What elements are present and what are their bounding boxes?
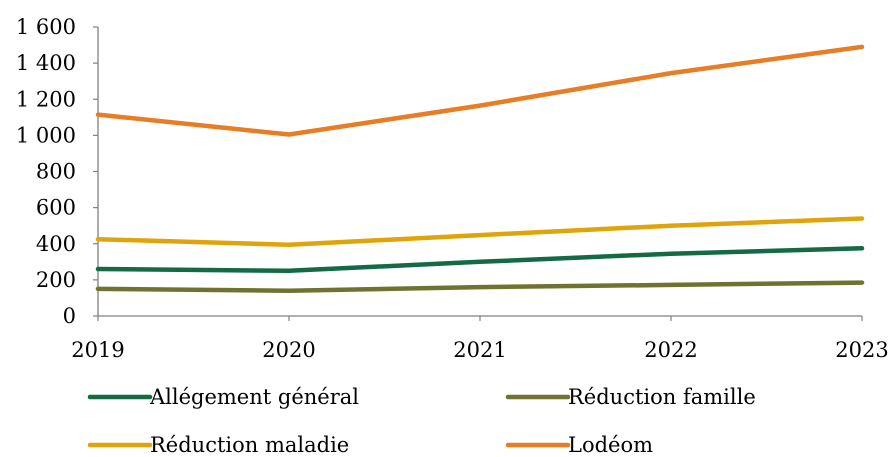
x-tick-label: 2023 [835, 338, 888, 362]
y-tick-label: 1 000 [16, 123, 76, 147]
series-line-4 [95, 44, 865, 137]
legend-label: Lodéom [568, 433, 653, 457]
x-tick-label: 2021 [453, 338, 506, 362]
legend-label: Allégement général [149, 385, 359, 409]
series-line-2 [95, 280, 865, 293]
legend-label: Réduction maladie [150, 433, 349, 457]
y-tick-label: 400 [36, 232, 76, 256]
axes [97, 27, 862, 317]
series-lines [95, 44, 865, 293]
legend: Allégement général Réduction famille Réduc… [87, 385, 756, 457]
series-line-3 [95, 216, 865, 247]
y-tick-label: 1 200 [16, 87, 76, 111]
y-axis-ticks: 0 200 400 600 800 1 000 1 200 1 400 1 600 [16, 15, 98, 328]
y-tick-label: 1 600 [16, 15, 76, 39]
x-tick-label: 2020 [262, 338, 315, 362]
y-tick-label: 1 400 [16, 51, 76, 75]
x-tick-label: 2019 [71, 338, 124, 362]
x-axis-ticks: 2019 2020 2021 2022 2023 [71, 316, 889, 362]
y-tick-label: 0 [63, 304, 76, 328]
series-line-1 [95, 246, 865, 274]
y-tick-label: 200 [36, 268, 76, 292]
x-tick-label: 2022 [644, 338, 697, 362]
legend-label: Réduction famille [568, 385, 756, 409]
y-tick-label: 800 [36, 160, 76, 184]
y-tick-label: 600 [36, 196, 76, 220]
